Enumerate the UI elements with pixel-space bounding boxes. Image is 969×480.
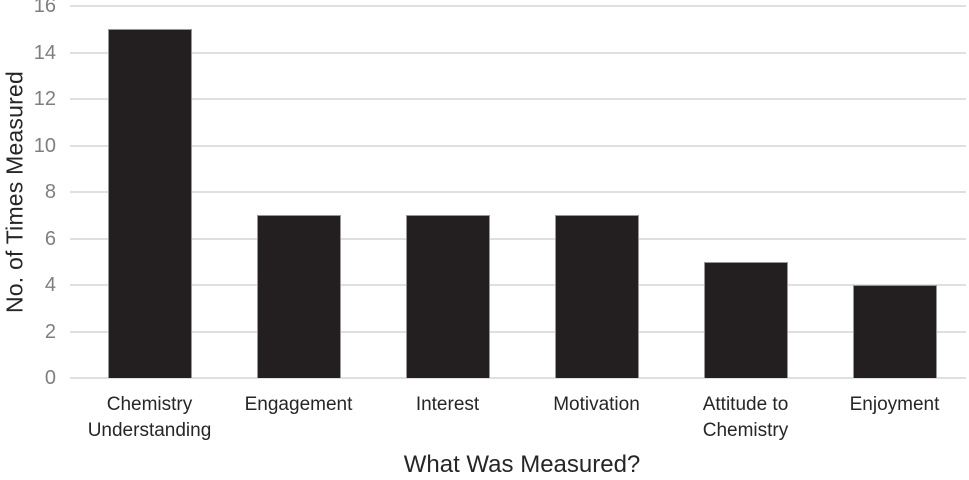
- y-tick-label: 0: [44, 367, 56, 389]
- bar-slot: [820, 6, 969, 378]
- x-category-label: Enjoyment: [849, 394, 940, 415]
- bar-slot: [373, 6, 522, 378]
- y-tick-label: 8: [44, 181, 56, 203]
- x-axis-category-labels: Chemistry Understanding Engagement Interes…: [75, 392, 969, 444]
- x-category-label: Attitude to Chemistry: [702, 394, 789, 441]
- y-tick-label: 2: [44, 320, 56, 343]
- y-tick-label: 6: [44, 227, 56, 250]
- y-tick-label: 10: [33, 134, 56, 157]
- y-tick-label: 14: [33, 41, 56, 64]
- x-category-label: Interest: [415, 394, 480, 415]
- x-category-label: Engagement: [244, 394, 353, 415]
- y-tick-label: 16: [33, 0, 56, 17]
- x-category-label: Motivation: [553, 394, 640, 415]
- x-axis-title: What Was Measured?: [403, 451, 641, 478]
- bar-slot: [671, 6, 820, 378]
- bar: [405, 215, 490, 378]
- y-axis-tick-labels: 0 2 4 6 8 10 12 14 16: [0, 0, 56, 480]
- plot-area: [70, 0, 966, 480]
- bar: [852, 285, 937, 378]
- gridline: [70, 51, 966, 54]
- bar-slot: [522, 6, 671, 378]
- bar: [256, 215, 341, 378]
- gridline: [70, 377, 966, 379]
- bar: [107, 29, 192, 378]
- gridline: [70, 284, 966, 286]
- gridline: [70, 144, 966, 147]
- bar: [703, 261, 788, 378]
- gridline: [70, 5, 966, 7]
- bar: [554, 215, 639, 378]
- gridline: [70, 330, 966, 333]
- bars-container: [75, 6, 969, 378]
- gridline: [70, 237, 966, 240]
- x-category-label: Chemistry Understanding: [87, 394, 212, 441]
- bar-slot: [75, 6, 224, 378]
- gridline: [70, 191, 966, 193]
- y-tick-label: 12: [33, 88, 56, 110]
- bar-slot: [224, 6, 373, 378]
- y-tick-label: 4: [44, 274, 56, 296]
- gridline: [70, 98, 966, 100]
